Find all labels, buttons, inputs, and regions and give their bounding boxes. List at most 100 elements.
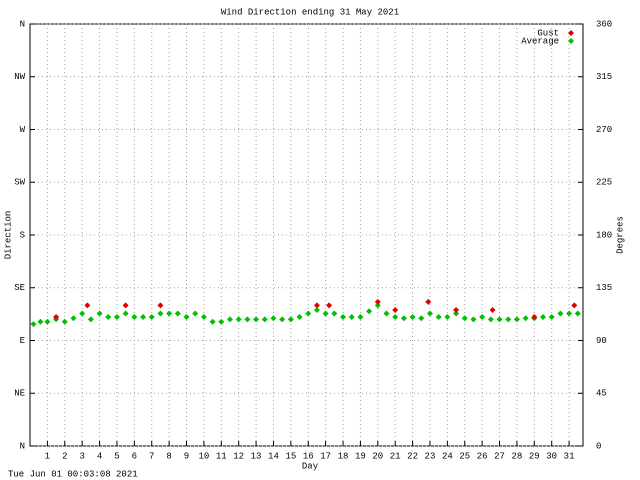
- x-tick-label: 11: [216, 451, 227, 461]
- point: [313, 307, 320, 314]
- x-tick-label: 10: [198, 451, 209, 461]
- point: [392, 307, 399, 314]
- point: [261, 316, 268, 323]
- point: [70, 315, 77, 322]
- x-tick-label: 7: [149, 451, 154, 461]
- y-tick-label: SW: [14, 178, 25, 188]
- point: [313, 302, 320, 309]
- point: [322, 310, 329, 317]
- point: [218, 318, 225, 325]
- point: [487, 316, 494, 323]
- point: [470, 316, 477, 323]
- point: [435, 314, 442, 321]
- legend-marker: [568, 30, 574, 36]
- x-tick-label: 31: [564, 451, 575, 461]
- legend-label: Average: [521, 36, 559, 46]
- x-tick-label: 24: [442, 451, 453, 461]
- point: [400, 315, 407, 322]
- point: [348, 314, 355, 321]
- point: [522, 315, 529, 322]
- y2-tick-label: 315: [596, 72, 612, 82]
- point: [287, 316, 294, 323]
- legend-label: Gust: [537, 28, 559, 38]
- x-tick-label: 20: [372, 451, 383, 461]
- point: [270, 315, 277, 322]
- point: [548, 314, 555, 321]
- point: [148, 314, 155, 321]
- point: [366, 308, 373, 315]
- x-tick-label: 28: [512, 451, 523, 461]
- x-tick-label: 15: [285, 451, 296, 461]
- point: [444, 314, 451, 321]
- point: [131, 314, 138, 321]
- point: [166, 310, 173, 317]
- point: [479, 314, 486, 321]
- y2-tick-label: 225: [596, 178, 612, 188]
- y-tick-label: N: [20, 441, 25, 451]
- point: [566, 310, 573, 317]
- x-tick-label: 4: [97, 451, 102, 461]
- point: [305, 310, 312, 317]
- y-axis-label: Direction: [3, 211, 13, 260]
- x-tick-label: 12: [233, 451, 244, 461]
- point: [418, 315, 425, 322]
- point: [513, 316, 520, 323]
- x-tick-label: 5: [114, 451, 119, 461]
- point: [96, 310, 103, 317]
- y-tick-label: N: [20, 19, 25, 29]
- point: [461, 315, 468, 322]
- point: [505, 316, 512, 323]
- x-tick-label: 30: [546, 451, 557, 461]
- x-tick-label: 22: [407, 451, 418, 461]
- point: [253, 316, 260, 323]
- point: [392, 314, 399, 321]
- point: [571, 302, 578, 309]
- x-tick-label: 27: [494, 451, 505, 461]
- y-tick-label: S: [20, 230, 25, 240]
- point: [79, 310, 86, 317]
- x-tick-label: 25: [459, 451, 470, 461]
- y2-tick-label: 360: [596, 19, 612, 29]
- x-tick-label: 3: [79, 451, 84, 461]
- y2-axis-label: Degrees: [615, 216, 625, 254]
- y-tick-label: NW: [14, 72, 25, 82]
- y2-tick-label: 180: [596, 230, 612, 240]
- y-tick-label: SE: [14, 283, 25, 293]
- point: [183, 314, 190, 321]
- y-tick-label: E: [20, 336, 25, 346]
- x-tick-label: 29: [529, 451, 540, 461]
- point: [296, 314, 303, 321]
- point: [531, 314, 538, 321]
- point: [489, 307, 496, 314]
- point: [340, 314, 347, 321]
- point: [383, 310, 390, 317]
- footer-timestamp: Tue Jun 01 00:03:08 2021: [8, 469, 138, 479]
- point: [84, 302, 91, 309]
- point: [209, 318, 216, 325]
- point: [453, 310, 460, 317]
- point: [574, 310, 581, 317]
- y2-tick-label: 90: [596, 336, 607, 346]
- x-tick-label: 8: [166, 451, 171, 461]
- x-tick-label: 26: [477, 451, 488, 461]
- point: [157, 302, 164, 309]
- x-tick-label: 23: [425, 451, 436, 461]
- x-tick-label: 2: [62, 451, 67, 461]
- point: [61, 318, 68, 325]
- point: [87, 316, 94, 323]
- y2-tick-label: 270: [596, 125, 612, 135]
- point: [557, 310, 564, 317]
- point: [425, 298, 432, 305]
- point: [357, 314, 364, 321]
- x-tick-label: 17: [320, 451, 331, 461]
- point: [157, 310, 164, 317]
- point: [235, 316, 242, 323]
- point: [37, 318, 44, 325]
- y-tick-label: NE: [14, 389, 25, 399]
- point: [192, 310, 199, 317]
- legend-marker: [568, 38, 574, 44]
- point: [326, 302, 333, 309]
- point: [540, 314, 547, 321]
